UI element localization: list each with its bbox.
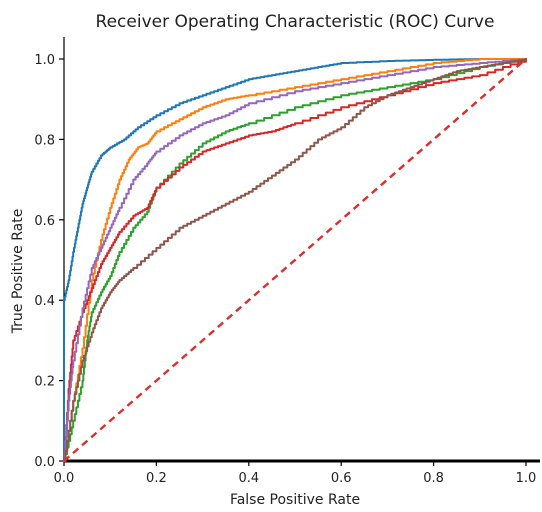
- y-tick-label: 0.2: [34, 375, 55, 390]
- roc-series-line-2: [63, 58, 527, 462]
- x-tick-label: 0.0: [54, 471, 75, 486]
- x-tick-label: 0.8: [423, 471, 444, 486]
- y-tick-label: 0.6: [34, 214, 55, 229]
- y-tick-label: 1.0: [34, 53, 55, 68]
- plot-area: 0.0 0.2 0.4 0.6 0.8 1.0 0.0 0.2 0.4 0.6 0.8 1.0: [34, 37, 540, 486]
- roc-series-line-5: [63, 58, 527, 462]
- roc-series-line-1: [63, 58, 527, 462]
- x-tick-label: 0.2: [146, 471, 167, 486]
- x-axis-label: False Positive Rate: [230, 492, 360, 508]
- y-axis-label: True Positive Rate: [10, 209, 26, 335]
- y-tick-label: 0.0: [34, 455, 55, 470]
- y-tick-label: 0.4: [34, 294, 55, 309]
- roc-series-line-4: [63, 58, 527, 462]
- x-tick-label: 1.0: [516, 471, 537, 486]
- y-tick-label: 0.8: [34, 133, 55, 148]
- x-tick-label: 0.4: [238, 471, 259, 486]
- chart-title: Receiver Operating Characteristic (ROC) …: [96, 12, 495, 32]
- chance-diagonal-line: [63, 58, 527, 462]
- roc-series-line-6: [63, 58, 527, 462]
- x-tick-label: 0.6: [331, 471, 352, 486]
